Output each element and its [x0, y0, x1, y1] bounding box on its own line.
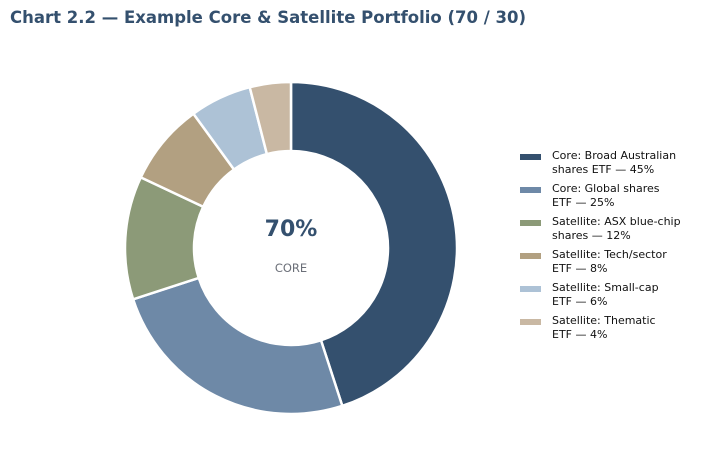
legend-swatch: [520, 154, 541, 160]
legend-label: Satellite: Tech/sector ETF — 8%: [552, 248, 667, 275]
legend-item: Core: Broad Australian shares ETF — 45%: [520, 149, 704, 177]
legend-label: Core: Global shares ETF — 25%: [552, 182, 660, 209]
legend-label: Satellite: Thematic ETF — 4%: [552, 314, 656, 341]
legend-label: Satellite: Small-cap ETF — 6%: [552, 281, 659, 308]
legend-swatch: [520, 220, 541, 226]
chart-legend: Core: Broad Australian shares ETF — 45% C…: [520, 149, 704, 347]
legend-label: Satellite: ASX blue-chip shares — 12%: [552, 215, 681, 242]
legend-swatch: [520, 187, 541, 193]
donut-slices: [123, 80, 459, 416]
chart-title: Chart 2.2 — Example Core & Satellite Por…: [10, 8, 527, 27]
legend-item: Satellite: Tech/sector ETF — 8%: [520, 248, 704, 276]
legend-item: Satellite: ASX blue-chip shares — 12%: [520, 215, 704, 243]
legend-swatch: [520, 253, 541, 259]
donut-slice-2: [131, 276, 344, 416]
donut-slice-6: [248, 80, 293, 156]
donut-slice-1: [289, 80, 459, 408]
legend-swatch: [520, 319, 541, 325]
legend-item: Satellite: Thematic ETF — 4%: [520, 314, 704, 342]
legend-item: Core: Global shares ETF — 25%: [520, 182, 704, 210]
legend-swatch: [520, 286, 541, 292]
center-label: CORE: [275, 261, 307, 275]
legend-item: Satellite: Small-cap ETF — 6%: [520, 281, 704, 309]
legend-label: Core: Broad Australian shares ETF — 45%: [552, 149, 677, 176]
center-value: 70%: [265, 217, 318, 242]
